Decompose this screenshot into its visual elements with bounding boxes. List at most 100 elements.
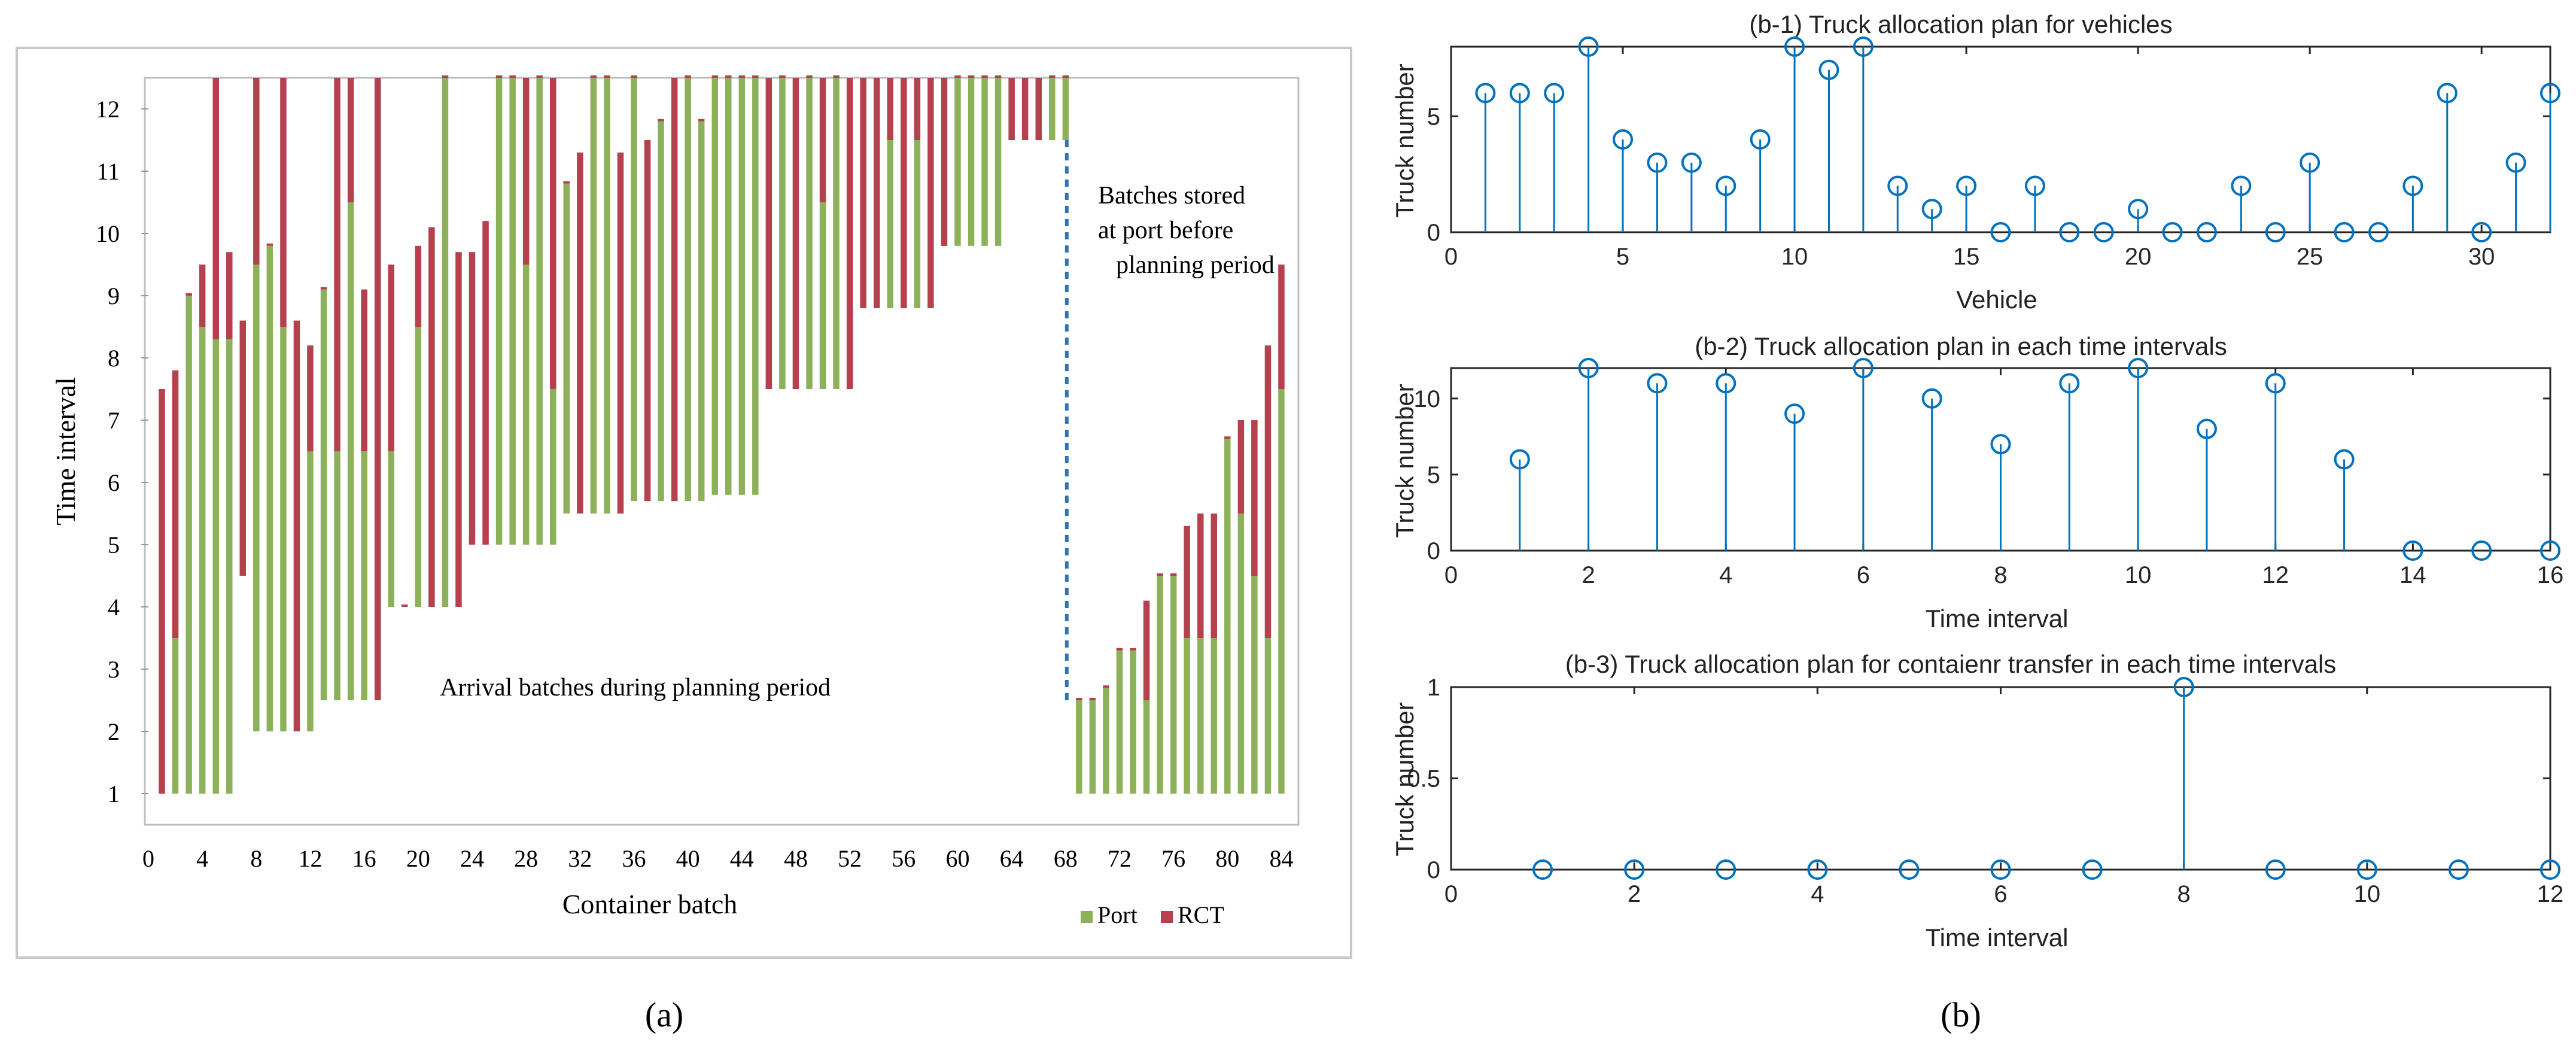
- rct-bar-batch-73: [1130, 648, 1136, 651]
- rct-bar-batch-3: [185, 293, 192, 296]
- rct-bar-batch-37: [644, 140, 651, 502]
- port-bar-batch-67: [1049, 78, 1056, 140]
- port-bar-batch-57: [914, 140, 921, 308]
- rct-bar-batch-35: [617, 152, 624, 514]
- b2-y-tick-0: 0: [1427, 538, 1440, 564]
- rct-bar-batch-64: [1008, 78, 1015, 140]
- port-bar-batch-38: [658, 121, 664, 502]
- b3-marker-10: [2356, 859, 2377, 880]
- b3-x-tick-6: 6: [1994, 881, 2007, 907]
- panel-a-x-tick-80: 80: [1215, 845, 1239, 872]
- port-bar-batch-84: [1278, 389, 1285, 794]
- rct-bar-batch-63: [994, 75, 1002, 78]
- b3-x-tick-10: 10: [2354, 881, 2381, 907]
- panel-a-x-tick-labels: 0 4 8 12 16 20 24 28 32 36 40 44 48 52 56 60 64 68 72 76 80 8…: [142, 845, 1293, 872]
- rct-bar-batch-58: [927, 78, 934, 308]
- b2-marker-4: [1716, 373, 1736, 394]
- b1-y-tick-5: 5: [1427, 104, 1440, 130]
- panel-a-y-tick-5: 5: [108, 531, 120, 558]
- b1-marker-23: [2231, 175, 2252, 196]
- panel-b-caption: (b): [1941, 995, 1981, 1034]
- port-bar-batch-49: [806, 78, 813, 389]
- b3-x-tick-4: 4: [1811, 881, 1824, 907]
- b2-x-tick-2: 2: [1582, 562, 1595, 588]
- panel-a-x-tick-24: 24: [460, 845, 484, 872]
- rct-bar-batch-15: [347, 78, 354, 202]
- b2-x-tick-0: 0: [1444, 562, 1458, 588]
- panel-a-y-tick-10: 10: [96, 220, 120, 247]
- port-bar-batch-30: [550, 389, 556, 545]
- rct-bar-batch-80: [1224, 436, 1231, 439]
- panel-a-bars: [159, 75, 1285, 794]
- rct-bar-batch-68: [1062, 75, 1069, 78]
- rct-bar-batch-56: [901, 78, 907, 308]
- panel-a-x-tick-44: 44: [730, 845, 754, 872]
- panel-a-y-tick-1: 1: [108, 780, 120, 807]
- rct-bar-batch-25: [482, 221, 489, 545]
- rct-bar-batch-8: [253, 78, 260, 265]
- rct-bar-batch-77: [1184, 525, 1190, 638]
- port-bar-batch-16: [361, 451, 367, 700]
- b3-marker-5: [1899, 859, 1920, 880]
- port-bar-batch-2: [172, 638, 179, 794]
- port-bar-batch-51: [833, 78, 840, 389]
- b2-x-tick-10: 10: [2125, 562, 2152, 588]
- b1-marker-15: [1956, 175, 1977, 196]
- port-bar-batch-77: [1184, 638, 1190, 794]
- panel-b1-x-axis-label: Vehicle: [1956, 285, 2037, 314]
- rct-bar-batch-39: [671, 78, 678, 502]
- b2-marker-9: [2059, 373, 2080, 394]
- port-bar-batch-78: [1197, 638, 1204, 794]
- rct-bar-batch-60: [954, 75, 961, 78]
- b1-marker-32: [2540, 83, 2560, 104]
- panel-a-y-tick-11: 11: [96, 158, 120, 185]
- port-bar-batch-28: [522, 265, 530, 545]
- rct-bar-batch-43: [725, 75, 732, 78]
- rct-bar-batch-20: [415, 245, 422, 327]
- rct-bar-batch-44: [738, 75, 746, 78]
- rct-bar-batch-6: [226, 252, 233, 339]
- b2-marker-12: [2265, 373, 2286, 394]
- rct-bar-batch-50: [819, 78, 826, 202]
- panel-a-x-tick-72: 72: [1108, 845, 1132, 872]
- b1-x-tick-0: 0: [1444, 244, 1458, 270]
- port-bar-batch-82: [1251, 576, 1258, 794]
- b2-x-tick-8: 8: [1994, 562, 2007, 588]
- rct-bar-batch-17: [375, 78, 381, 700]
- panel-a-x-tick-12: 12: [298, 845, 322, 872]
- rct-bar-batch-75: [1157, 573, 1163, 576]
- port-bar-batch-79: [1211, 638, 1217, 794]
- b1-axes-box: [1450, 45, 2551, 233]
- port-bar-batch-26: [495, 78, 503, 545]
- rct-bar-batch-23: [455, 252, 462, 607]
- b1-marker-20: [2128, 199, 2149, 220]
- b3-marker-2: [1624, 859, 1645, 880]
- panel-a: 0 4 8 12 16 20 24 28 32 36 40 44 48 52 56 60 64 68 72 76 80 8…: [16, 47, 1352, 1034]
- b1-marker-14: [1921, 199, 1942, 220]
- panel-a-x-tick-52: 52: [838, 845, 862, 872]
- rct-bar-batch-52: [846, 78, 853, 389]
- rct-bar-batch-65: [1021, 78, 1029, 140]
- rct-bar-batch-27: [509, 75, 516, 78]
- port-bar-batch-60: [954, 78, 961, 246]
- rct-bar-batch-33: [590, 75, 597, 78]
- b1-marker-28: [2402, 175, 2423, 196]
- port-bar-batch-29: [536, 78, 543, 545]
- b2-x-tick-14: 14: [2399, 562, 2426, 588]
- rct-bar-batch-61: [968, 75, 975, 78]
- b3-marker-9: [2265, 859, 2286, 880]
- b3-marker-7: [2082, 859, 2103, 880]
- rct-bar-batch-9: [266, 243, 273, 246]
- port-bar-batch-34: [604, 78, 610, 514]
- port-bar-batch-22: [442, 78, 449, 607]
- b3-x-tick-12: 12: [2537, 881, 2564, 907]
- b1-marker-22: [2196, 222, 2217, 242]
- port-bar-batch-5: [212, 339, 219, 794]
- b2-marker-15: [2471, 540, 2492, 561]
- b2-y-tick-5: 5: [1427, 462, 1440, 488]
- b1-marker-9: [1750, 129, 1771, 150]
- port-bar-batch-50: [819, 202, 826, 389]
- rct-bar-batch-76: [1170, 573, 1177, 576]
